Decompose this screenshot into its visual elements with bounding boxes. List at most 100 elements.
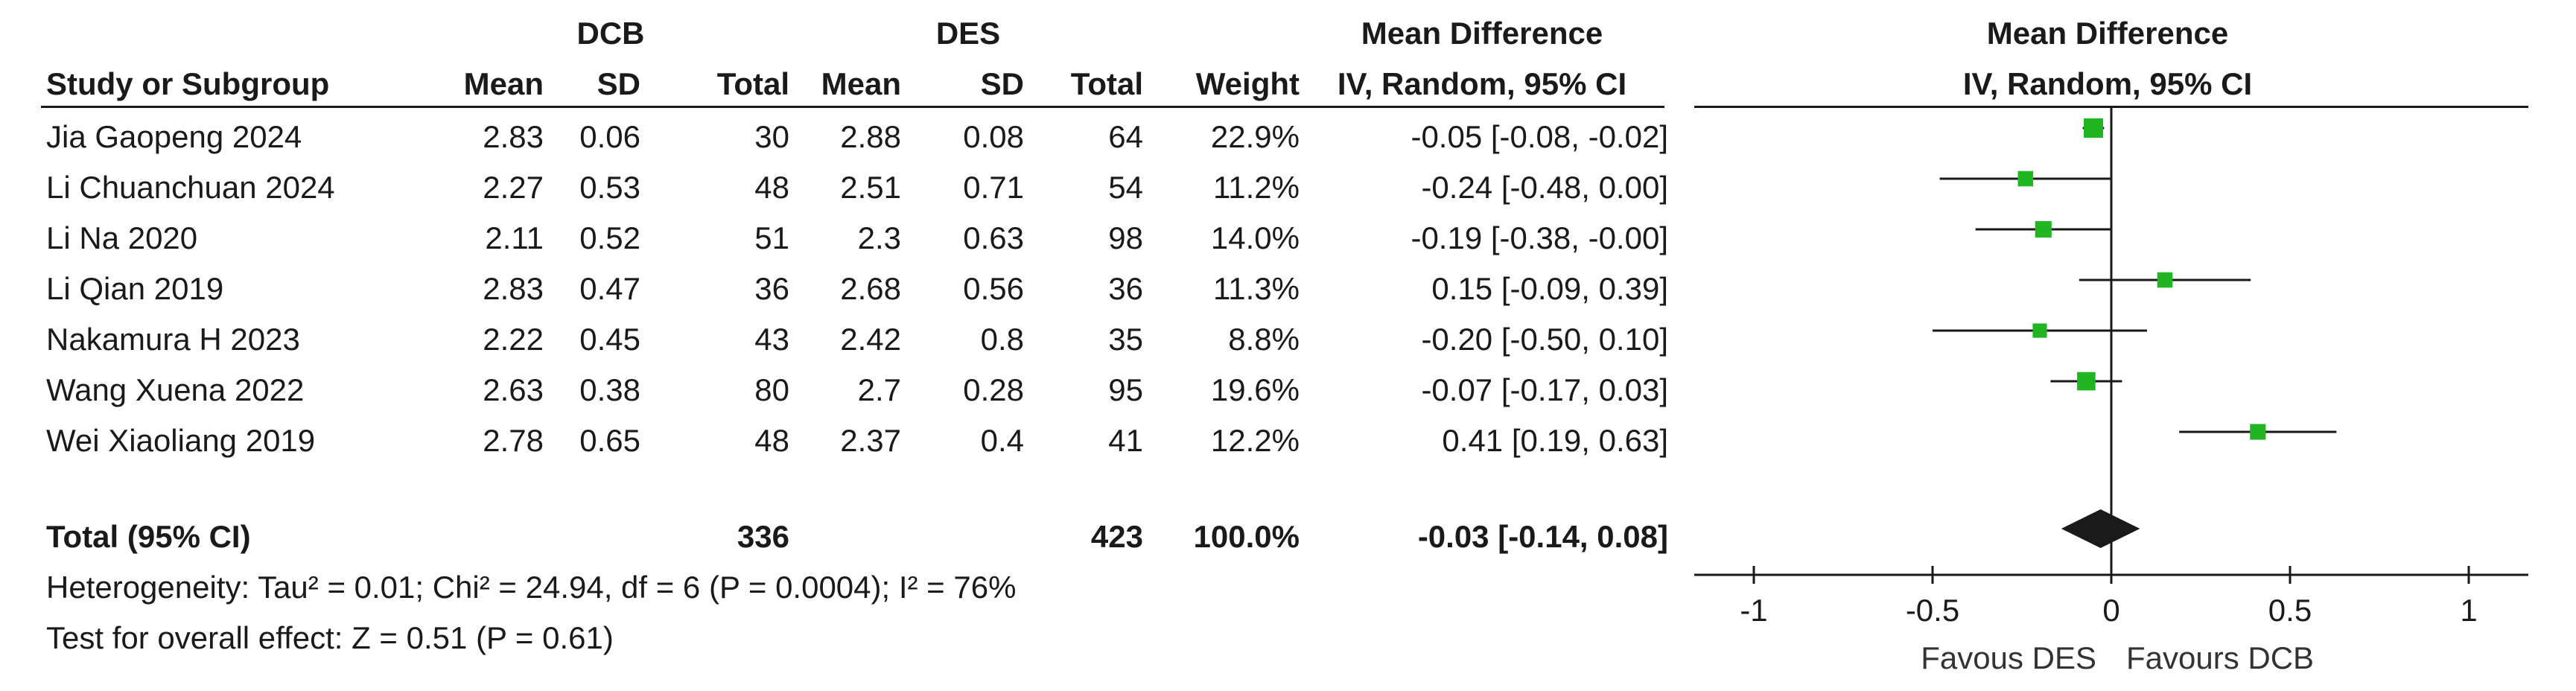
mean-difference-ci: 0.15 [-0.09, 0.39]	[1431, 271, 1668, 306]
dcb-sd: 0.45	[579, 322, 640, 357]
study-name: Jia Gaopeng 2024	[46, 119, 302, 154]
dcb-mean: 2.11	[485, 220, 544, 255]
dcb-total: 80	[754, 372, 789, 407]
study-marker	[2157, 272, 2173, 288]
des-sd-header: SD	[980, 66, 1024, 101]
des-mean: 2.88	[840, 119, 901, 154]
dcb-mean: 2.22	[483, 322, 544, 357]
study-column-header: Study or Subgroup	[46, 66, 330, 101]
des-total: 35	[1108, 322, 1143, 357]
des-sd: 0.08	[963, 119, 1024, 154]
x-tick-label: 1	[2460, 593, 2477, 628]
x-tick-label: -1	[1740, 593, 1767, 628]
table-header-rule	[41, 106, 1664, 108]
mean-difference-ci: -0.20 [-0.50, 0.10]	[1421, 322, 1668, 357]
dcb-mean: 2.78	[483, 423, 544, 458]
dcb-mean-header: Mean	[463, 66, 544, 101]
study-marker	[2084, 118, 2103, 138]
weight: 14.0%	[1210, 220, 1300, 255]
weight: 8.8%	[1228, 322, 1300, 357]
des-sd: 0.71	[963, 170, 1024, 205]
des-total: 98	[1108, 220, 1143, 255]
heterogeneity-stats: Heterogeneity: Tau² = 0.01; Chi² = 24.94…	[46, 570, 1017, 605]
des-mean: 2.68	[840, 271, 901, 306]
study-name: Wei Xiaoliang 2019	[46, 423, 316, 458]
des-mean: 2.7	[857, 372, 901, 407]
des-sd: 0.28	[963, 372, 1024, 407]
dcb-total: 43	[754, 322, 789, 357]
dcb-total: 36	[754, 271, 789, 306]
favours-right-label: Favours DCB	[2126, 640, 2314, 675]
pooled-ci: -0.03 [-0.14, 0.08]	[1417, 519, 1668, 554]
group1-header: DCB	[576, 16, 645, 51]
study-name: Li Chuanchuan 2024	[46, 170, 335, 205]
study-name: Li Na 2020	[46, 220, 198, 255]
mean-difference-ci: -0.05 [-0.08, -0.02]	[1411, 119, 1668, 154]
plot-method-header: IV, Random, 95% CI	[1962, 66, 2253, 101]
dcb-sd: 0.65	[579, 423, 640, 458]
dcb-mean: 2.83	[483, 119, 544, 154]
dcb-sd: 0.47	[579, 271, 640, 306]
dcb-total: 51	[754, 220, 789, 255]
study-marker	[2077, 372, 2096, 391]
study-marker	[2032, 323, 2047, 338]
total-weight: 100.0%	[1193, 519, 1300, 554]
dcb-sd-header: SD	[597, 66, 640, 101]
weight: 12.2%	[1210, 423, 1300, 458]
des-sd: 0.8	[980, 322, 1024, 357]
dcb-total-header: Total	[716, 66, 789, 101]
weight-header: Weight	[1195, 66, 1300, 101]
des-total: 54	[1108, 170, 1143, 205]
des-total: 41	[1108, 423, 1143, 458]
des-mean: 2.37	[840, 423, 901, 458]
study-name: Nakamura H 2023	[46, 322, 300, 357]
weight: 11.2%	[1213, 170, 1300, 205]
dcb-total-n: 336	[737, 519, 789, 554]
dcb-sd: 0.52	[579, 220, 640, 255]
x-tick-label: 0.5	[2268, 593, 2312, 628]
total-label: Total (95% CI)	[46, 519, 251, 554]
des-total-n: 423	[1090, 519, 1143, 554]
weight: 19.6%	[1210, 372, 1300, 407]
method-header: IV, Random, 95% CI	[1337, 66, 1627, 101]
des-total: 64	[1108, 119, 1143, 154]
study-marker	[2017, 171, 2034, 187]
plot-header-rule	[1694, 106, 2528, 108]
dcb-total: 30	[754, 119, 789, 154]
x-tick-label: -0.5	[1906, 593, 1959, 628]
des-total: 95	[1108, 372, 1143, 407]
des-mean: 2.51	[840, 170, 901, 205]
des-mean: 2.42	[840, 322, 901, 357]
study-name: Wang Xuena 2022	[46, 372, 305, 407]
des-total-header: Total	[1070, 66, 1143, 101]
mean-difference-ci: -0.24 [-0.48, 0.00]	[1421, 170, 1668, 205]
dcb-total: 48	[754, 170, 789, 205]
weight: 22.9%	[1210, 119, 1300, 154]
weight: 11.3%	[1213, 271, 1300, 306]
study-name: Li Qian 2019	[46, 271, 224, 306]
study-marker	[2035, 220, 2052, 238]
dcb-mean: 2.27	[483, 170, 544, 205]
des-sd: 0.56	[963, 271, 1024, 306]
group2-header: DES	[935, 16, 1001, 51]
dcb-sd: 0.38	[579, 372, 640, 407]
pooled-diamond	[2061, 509, 2140, 548]
dcb-mean: 2.63	[483, 372, 544, 407]
des-sd: 0.63	[963, 220, 1024, 255]
des-mean: 2.3	[857, 220, 901, 255]
overall-effect-test: Test for overall effect: Z = 0.51 (P = 0…	[46, 620, 614, 655]
favours-left-label: Favous DES	[1921, 640, 2096, 675]
dcb-total: 48	[754, 423, 789, 458]
study-marker	[2250, 424, 2266, 440]
dcb-sd: 0.06	[579, 119, 640, 154]
mean-difference-ci: -0.19 [-0.38, -0.00]	[1411, 220, 1668, 255]
x-tick-label: 0	[2102, 593, 2119, 628]
mean-difference-ci: -0.07 [-0.17, 0.03]	[1421, 372, 1668, 407]
des-mean-header: Mean	[821, 66, 901, 101]
dcb-sd: 0.53	[579, 170, 640, 205]
des-sd: 0.4	[980, 423, 1024, 458]
effect-title: Mean Difference	[1361, 16, 1603, 51]
plot-title: Mean Difference	[1986, 16, 2229, 51]
dcb-mean: 2.83	[483, 271, 544, 306]
